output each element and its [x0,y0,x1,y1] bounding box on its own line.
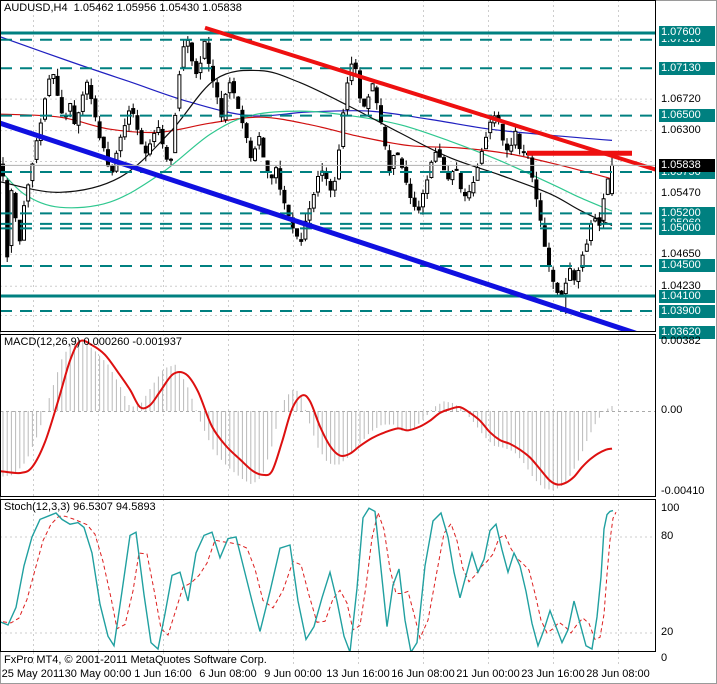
price-axis-label: 1.06500 [659,109,715,122]
price-axis-label: 1.04650 [661,248,701,260]
price-axis-label: 1.05470 [661,187,701,199]
time-axis-label: 30 May 00:00 [64,668,132,680]
time-axis-label: 28 Jun 08:00 [586,668,650,680]
macd-axis-label: 0.00382 [661,335,701,347]
macd-label: MACD(12,26,9) 0.000260 -0.001937 [4,336,182,348]
main-chart-canvas[interactable] [0,0,656,332]
price-axis-label: 1.04230 [661,280,701,292]
moving-average-green [0,110,613,212]
price-axis-label: 1.05838 [659,159,715,172]
macd-axis-label: -0.00410 [661,485,705,497]
macd-signal-line [0,339,613,486]
stoch-axis-label: 80 [661,530,674,542]
stoch-axis-label: 0 [661,652,668,664]
stoch-axis-label: 20 [661,626,674,638]
stoch-label: Stoch(12,3,3) 96.5307 94.5893 [4,501,156,513]
time-axis-label: 1 Jun 16:00 [134,668,192,680]
time-axis-ticks [33,652,619,665]
time-axis-label: 25 May 2011 [1,668,65,680]
trendline-descending-support[interactable] [0,120,655,332]
price-axis-label: 1.06300 [661,124,701,136]
time-axis-label: 6 Jun 08:00 [199,668,257,680]
price-axis-label: 1.05200 [659,207,715,220]
time-axis-label: 13 Jun 16:00 [326,668,390,680]
time-axis-label: 16 Jun 08:00 [391,668,455,680]
time-axis-label: 9 Jun 00:00 [264,668,322,680]
price-axis-label: 1.03620 [659,326,715,339]
trendline-descending-resistance[interactable] [204,25,656,172]
macd-axis-label: 0.00 [661,404,683,416]
moving-average-red [0,113,613,180]
price-axis-label: 1.04100 [659,290,715,303]
price-axis-label: 1.07130 [659,62,715,75]
time-axis[interactable]: 25 May 2011 30 May 00:00 1 Jun 16:00 6 Jun … [0,664,717,684]
time-axis-label: 23 Jun 16:00 [521,668,585,680]
time-axis-label: 21 Jun 00:00 [456,668,520,680]
price-axis-label: 1.04500 [659,259,715,272]
macd-canvas[interactable] [0,334,656,497]
price-axis[interactable]: 1.07510 1.07600 1.07130 1.06720 1.06500 1.063… [657,0,717,684]
stoch-canvas[interactable] [0,499,656,652]
chart-title: AUDUSD,H4 1.05462 1.05956 1.05430 1.0583… [4,2,242,14]
moving-average-black [0,69,613,226]
copyright-text: FxPro MT4, © 2001-2011 MetaQuotes Softwa… [4,654,267,666]
stoch-axis-label: 100 [661,502,680,514]
price-axis-label: 1.06720 [661,93,701,105]
price-axis-label: 1.07600 [659,26,715,39]
price-axis-label: 1.05000 [659,222,715,235]
stoch-k-line [0,507,614,652]
price-axis-label: 1.03900 [659,305,715,318]
